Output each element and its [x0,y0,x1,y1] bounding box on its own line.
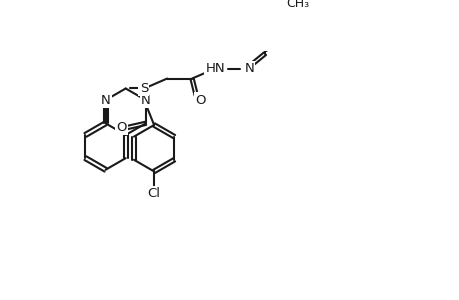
Text: O: O [195,94,205,106]
Text: HN: HN [205,62,224,75]
Text: N: N [140,94,151,106]
Text: Cl: Cl [147,187,160,200]
Text: O: O [116,121,127,134]
Text: CH₃: CH₃ [286,0,309,10]
Text: N: N [101,94,110,106]
Text: N: N [244,62,253,75]
Text: S: S [140,82,148,95]
